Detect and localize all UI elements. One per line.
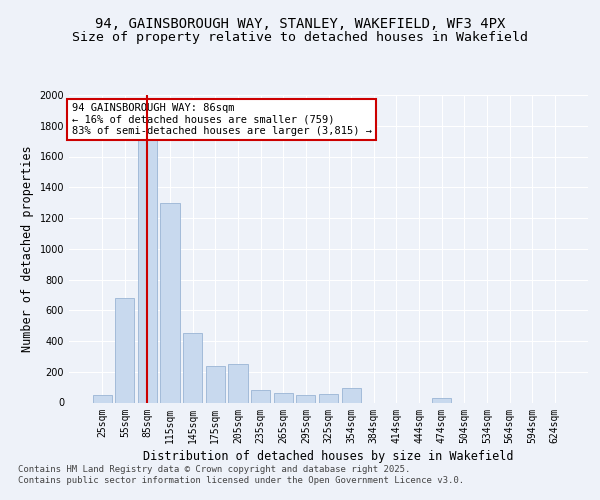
Text: 94 GAINSBOROUGH WAY: 86sqm
← 16% of detached houses are smaller (759)
83% of sem: 94 GAINSBOROUGH WAY: 86sqm ← 16% of deta…	[71, 102, 371, 136]
Text: Size of property relative to detached houses in Wakefield: Size of property relative to detached ho…	[72, 31, 528, 44]
Bar	[183, 334, 202, 402]
Bar	[160, 202, 180, 402]
Text: Contains HM Land Registry data © Crown copyright and database right 2025.: Contains HM Land Registry data © Crown c…	[18, 465, 410, 474]
Bar	[115, 298, 134, 403]
Y-axis label: Number of detached properties: Number of detached properties	[21, 146, 34, 352]
Text: 94, GAINSBOROUGH WAY, STANLEY, WAKEFIELD, WF3 4PX: 94, GAINSBOROUGH WAY, STANLEY, WAKEFIELD…	[95, 18, 505, 32]
Bar	[319, 394, 338, 402]
Bar	[206, 366, 225, 403]
Bar	[92, 395, 112, 402]
Bar	[341, 388, 361, 402]
Text: Contains public sector information licensed under the Open Government Licence v3: Contains public sector information licen…	[18, 476, 464, 485]
Bar	[432, 398, 451, 402]
Bar	[251, 390, 270, 402]
X-axis label: Distribution of detached houses by size in Wakefield: Distribution of detached houses by size …	[143, 450, 514, 462]
Bar	[296, 395, 316, 402]
Bar	[138, 134, 157, 402]
Bar	[229, 364, 248, 403]
Bar	[274, 392, 293, 402]
